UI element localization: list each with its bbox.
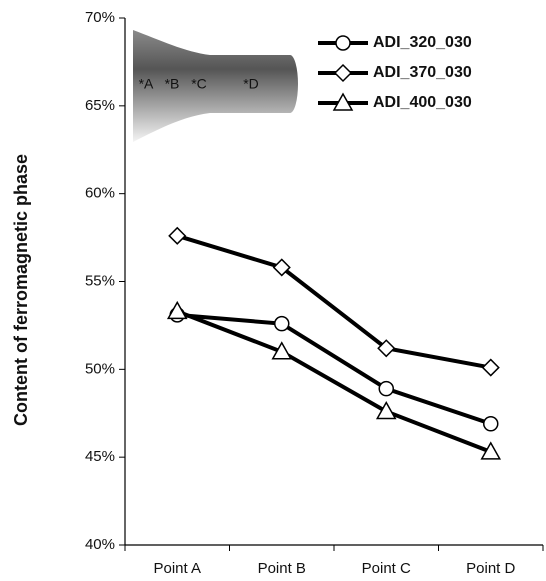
- inset-label: *D: [243, 76, 259, 92]
- marker: [377, 402, 395, 418]
- legend-label: ADI_320_030: [373, 34, 472, 51]
- series-line: [177, 236, 491, 368]
- y-axis-label: Content of ferromagnetic phase: [11, 154, 31, 426]
- series-line: [177, 311, 491, 452]
- x-tick-label: Point A: [153, 560, 201, 577]
- y-tick-label: 45%: [85, 448, 115, 465]
- legend-marker: [335, 65, 351, 81]
- x-tick-label: Point B: [258, 560, 306, 577]
- x-tick-label: Point C: [362, 560, 411, 577]
- inset-label: *A: [139, 76, 154, 92]
- marker: [379, 382, 393, 396]
- y-tick-label: 65%: [85, 97, 115, 114]
- inset-label: *C: [191, 76, 207, 92]
- y-tick-label: 40%: [85, 536, 115, 553]
- marker: [169, 228, 185, 244]
- inset-sketch: [133, 30, 298, 142]
- legend-label: ADI_400_030: [373, 94, 472, 111]
- y-tick-label: 60%: [85, 185, 115, 202]
- marker: [275, 317, 289, 331]
- inset-label: *B: [165, 76, 180, 92]
- y-tick-label: 70%: [85, 9, 115, 26]
- marker: [484, 417, 498, 431]
- x-tick-label: Point D: [466, 560, 515, 577]
- marker: [483, 360, 499, 376]
- y-tick-label: 55%: [85, 272, 115, 289]
- legend-label: ADI_370_030: [373, 64, 472, 81]
- y-tick-label: 50%: [85, 360, 115, 377]
- legend-marker: [336, 36, 350, 50]
- chart: Content of ferromagnetic phase *A *B *C *D 4…: [0, 0, 546, 581]
